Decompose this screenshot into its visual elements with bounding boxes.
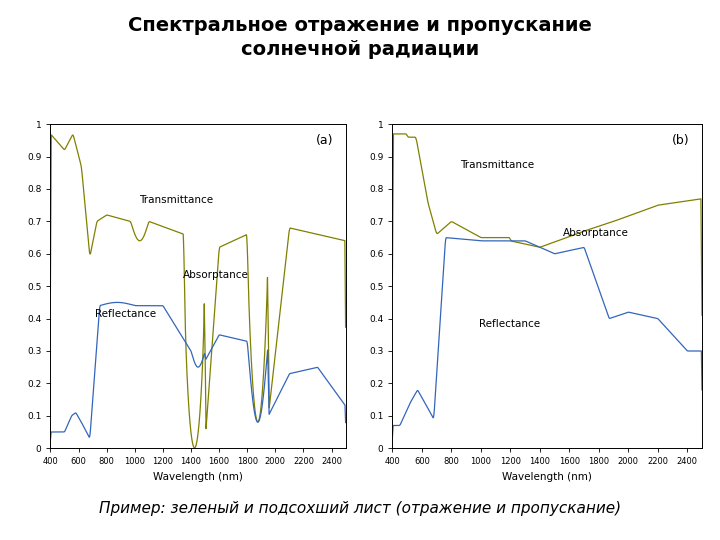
X-axis label: Wavelength (nm): Wavelength (nm): [153, 472, 243, 482]
Text: Пример: зеленый и подсохший лист (отражение и пропускание): Пример: зеленый и подсохший лист (отраже…: [99, 501, 621, 516]
Text: Спектральное отражение и пропускание
солнечной радиации: Спектральное отражение и пропускание сол…: [128, 16, 592, 59]
Text: Absorptance: Absorptance: [183, 270, 249, 280]
Text: (a): (a): [316, 134, 334, 147]
Text: (b): (b): [672, 134, 690, 147]
Text: Transmittance: Transmittance: [139, 195, 213, 206]
Text: Transmittance: Transmittance: [461, 160, 535, 170]
Text: Absorptance: Absorptance: [563, 228, 629, 238]
X-axis label: Wavelength (nm): Wavelength (nm): [503, 472, 592, 482]
Text: Reflectance: Reflectance: [479, 319, 540, 329]
Text: Reflectance: Reflectance: [95, 309, 156, 319]
